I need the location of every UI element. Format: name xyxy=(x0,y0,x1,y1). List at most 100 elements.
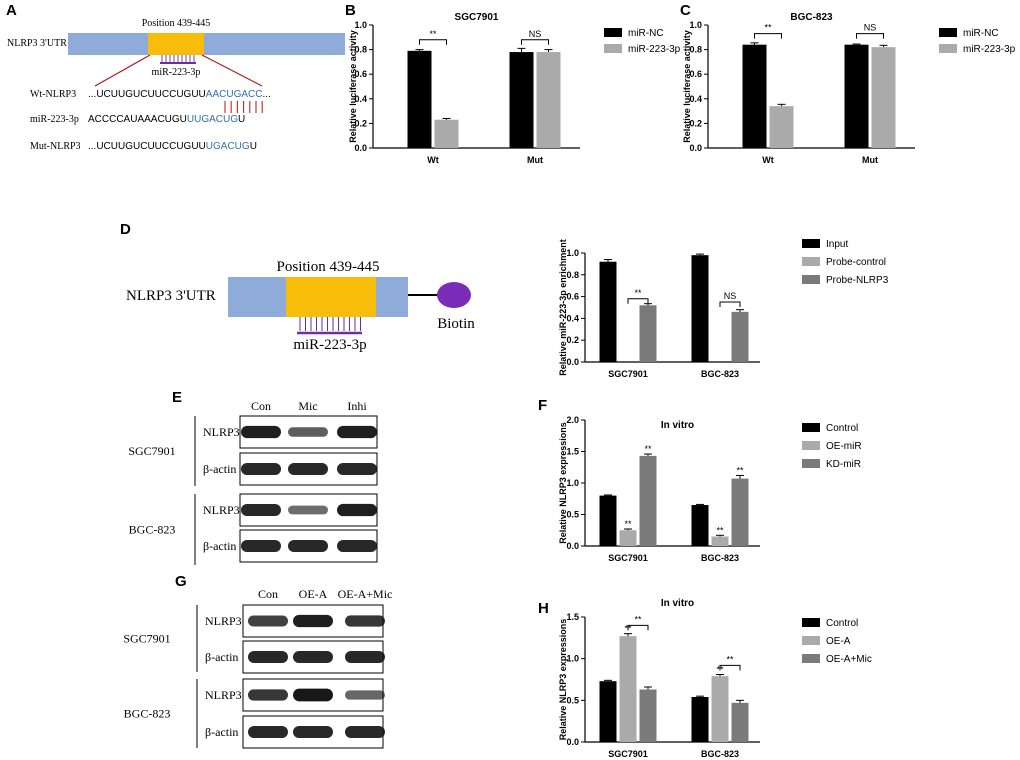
y-tick-label: 0.5 xyxy=(566,695,579,705)
significance-bracket xyxy=(856,33,884,39)
bar xyxy=(769,106,794,148)
bar xyxy=(691,697,709,742)
bar xyxy=(509,52,534,149)
legend-swatch xyxy=(802,618,820,627)
significance-label: ** xyxy=(429,29,437,39)
bar xyxy=(691,255,709,362)
legend-swatch xyxy=(802,239,820,248)
sequence-suffix: ... xyxy=(262,89,270,100)
cell-line-label: SGC7901 xyxy=(128,444,175,458)
bar xyxy=(731,702,749,742)
blot-band xyxy=(241,425,281,439)
bar xyxy=(639,305,657,362)
y-tick-label: 2.0 xyxy=(566,415,579,425)
blot-band xyxy=(337,463,377,475)
significance-label: ** xyxy=(634,288,642,298)
panel-a-position-label: Position 439-445 xyxy=(142,18,211,29)
blot-band xyxy=(293,726,333,738)
significance-star: ** xyxy=(716,525,724,535)
lane-label: Con xyxy=(251,399,271,413)
panel-a-utr-bar xyxy=(68,33,345,55)
significance-bracket xyxy=(627,298,649,304)
blot-band xyxy=(248,689,288,701)
y-tick-label: 0.0 xyxy=(566,357,579,367)
y-axis-label: Relative luciferase activity xyxy=(682,30,692,143)
y-axis-label: Relative NLRP3 expressions xyxy=(558,422,568,544)
bar xyxy=(731,311,749,362)
bar xyxy=(844,44,869,148)
legend-label: Probe-control xyxy=(826,257,886,268)
panel-letter: B xyxy=(345,2,356,19)
blot-band xyxy=(293,688,333,702)
bar xyxy=(742,44,767,148)
panel-d-pairing-ticks xyxy=(299,317,361,331)
panel-d-binding-site xyxy=(286,277,376,317)
legend-label: miR-223-3p xyxy=(963,44,1016,55)
panel-a-zoom-line-right xyxy=(201,54,263,87)
y-axis-label: Relative NLRP3 expressions xyxy=(558,619,568,741)
y-axis-label: Relative miR-223-3p enrichment xyxy=(558,239,568,376)
sequence-suffix: U xyxy=(238,114,245,125)
significance-bracket xyxy=(521,39,549,45)
x-tick-label: Mut xyxy=(527,155,543,165)
legend-label: miR-223-3p xyxy=(628,44,681,55)
blot-row-label: NLRP3 xyxy=(205,614,242,628)
sequence-2: ...UCUUGUCUUCCUGUUUGACUGU xyxy=(88,141,257,152)
sequence-name-1: miR-223-3p xyxy=(30,114,79,125)
y-tick-label: 1.5 xyxy=(566,447,579,457)
y-tick-label: 1.0 xyxy=(566,248,579,258)
sequence-plain: ...UCUUGUCUUCCUGUU xyxy=(88,89,206,100)
panel-letter: G xyxy=(175,573,187,590)
panel-d-diagram: D NLRP3 3'UTR Position 439-445 miR-223-3… xyxy=(120,221,475,353)
legend-swatch xyxy=(802,275,820,284)
panel-a-diagram: A NLRP3 3'UTR Position 439-445 miR-223-3… xyxy=(6,2,345,152)
significance-bracket xyxy=(419,39,447,45)
panel-letter: H xyxy=(538,600,549,617)
blot-row-label: NLRP3 xyxy=(203,503,240,517)
x-tick-label: BGC-823 xyxy=(701,369,739,379)
blot-row-label: β-actin xyxy=(203,462,236,476)
legend-label: OE-A xyxy=(826,636,851,647)
bar xyxy=(599,495,617,546)
western-blot-e: E Con Mic Inhi SGC7901 NLRP3 β-actin BGC-823 NLR… xyxy=(128,389,378,565)
bar xyxy=(731,478,749,546)
panel-a-zoom-line-left xyxy=(94,54,151,87)
y-tick-label: 0.6 xyxy=(354,69,367,79)
blot-band xyxy=(345,726,385,738)
y-tick-label: 0.0 xyxy=(354,143,367,153)
panel-a-pairing-ticks xyxy=(161,55,195,62)
sequence-plain: ACCCCAUAAACUGU xyxy=(88,114,187,125)
legend-swatch xyxy=(802,654,820,663)
legend-swatch xyxy=(802,257,820,266)
chart-title: In vitro xyxy=(661,420,694,431)
y-tick-label: 0.4 xyxy=(354,94,367,104)
blot-band xyxy=(288,505,328,515)
bar xyxy=(639,689,657,742)
significance-star: ** xyxy=(736,465,744,475)
panel-d-mirna-label: miR-223-3p xyxy=(293,337,366,353)
legend-label: KD-miR xyxy=(826,459,861,470)
x-tick-label: SGC7901 xyxy=(608,369,648,379)
bar xyxy=(639,455,657,546)
blot-band xyxy=(337,540,377,552)
legend-swatch xyxy=(802,441,820,450)
significance-label: NS xyxy=(529,29,542,39)
panel-letter-d: D xyxy=(120,221,131,238)
x-tick-label: BGC-823 xyxy=(701,749,739,759)
panel-a-base-pair-lines xyxy=(224,101,263,113)
y-tick-label: 1.0 xyxy=(354,20,367,30)
y-tick-label: 0.2 xyxy=(354,118,367,128)
blot-band xyxy=(293,651,333,663)
legend-label: OE-A+Mic xyxy=(826,654,872,665)
x-tick-label: SGC7901 xyxy=(608,749,648,759)
legend-label: Control xyxy=(826,618,858,629)
y-tick-label: 0.6 xyxy=(566,292,579,302)
legend-label: Control xyxy=(826,423,858,434)
significance-label: NS xyxy=(724,291,737,301)
significance-label: NS xyxy=(864,23,877,33)
sequence-seed: UUGACUG xyxy=(187,114,238,125)
significance-star: ** xyxy=(644,444,652,454)
significance-bracket xyxy=(754,33,782,39)
